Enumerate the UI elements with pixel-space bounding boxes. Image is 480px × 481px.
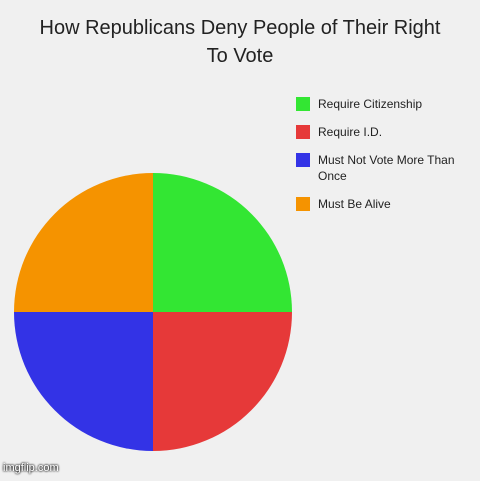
legend: Require Citizenship Require I.D. Must Not … bbox=[296, 96, 478, 212]
legend-item: Must Be Alive bbox=[296, 196, 478, 212]
legend-label: Require Citizenship bbox=[318, 97, 423, 111]
legend-swatch bbox=[296, 125, 310, 139]
legend-label: Must Be Alive bbox=[318, 197, 391, 211]
legend-swatch bbox=[296, 97, 310, 111]
watermark: imgflip.com bbox=[3, 462, 59, 474]
legend-item: Require Citizenship bbox=[296, 96, 478, 112]
legend-swatch bbox=[296, 153, 310, 167]
legend-item: Must Not Vote More Than Once bbox=[296, 152, 478, 184]
pie-slice bbox=[153, 312, 292, 451]
pie-slice bbox=[14, 312, 153, 451]
legend-item: Require I.D. bbox=[296, 124, 478, 140]
pie-slice bbox=[153, 173, 292, 312]
chart-title: How Republicans Deny People of Their Rig… bbox=[39, 17, 441, 67]
legend-swatch bbox=[296, 197, 310, 211]
pie-slice bbox=[14, 173, 153, 312]
legend-label: Must Not Vote More Than Once bbox=[318, 153, 455, 183]
legend-label: Require I.D. bbox=[318, 125, 383, 139]
